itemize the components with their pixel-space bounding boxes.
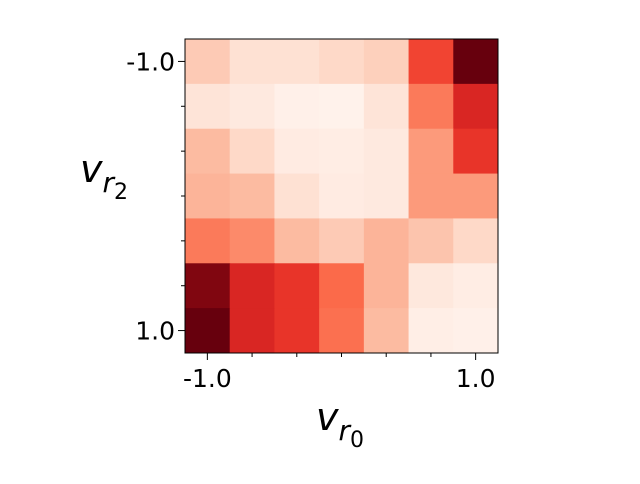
cell — [453, 218, 499, 264]
cell — [453, 308, 499, 354]
cell — [319, 128, 365, 175]
cell — [363, 308, 410, 354]
cell — [408, 308, 454, 354]
cell — [274, 308, 320, 354]
cell — [185, 83, 231, 130]
cell — [185, 308, 231, 354]
cell — [274, 39, 320, 85]
cell — [408, 39, 454, 85]
cell — [229, 39, 275, 85]
x-tick-label: 1.0 — [456, 364, 496, 393]
cell — [453, 128, 499, 175]
cell — [408, 173, 454, 219]
cell — [453, 83, 499, 130]
ylabel-label: vr2 — [80, 147, 128, 205]
cell — [185, 218, 231, 264]
cell — [229, 83, 275, 130]
cell — [229, 218, 275, 264]
xlabel-label-subsub: 0 — [350, 428, 364, 453]
cell — [453, 263, 499, 309]
xlabel-label: vr0 — [316, 395, 364, 453]
cell — [319, 173, 365, 219]
cell — [319, 39, 365, 85]
cell — [408, 218, 454, 264]
cell — [408, 83, 454, 130]
cell — [229, 128, 275, 175]
y-tick-label: 1.0 — [135, 317, 175, 346]
ylabel-label-subsub: 2 — [114, 180, 128, 205]
cell — [363, 173, 410, 219]
cell — [229, 173, 275, 219]
cell — [363, 263, 410, 309]
xlabel-label-base: v — [316, 395, 339, 439]
cell — [274, 218, 320, 264]
cell — [274, 263, 320, 309]
cell — [319, 308, 365, 354]
cell — [408, 263, 454, 309]
cell — [363, 39, 410, 85]
cell — [363, 128, 410, 175]
cell — [185, 39, 231, 85]
cell — [229, 308, 275, 354]
cell — [274, 83, 320, 130]
cell — [319, 218, 365, 264]
cell — [274, 128, 320, 175]
cell — [319, 83, 365, 130]
cell — [185, 173, 231, 219]
cell — [453, 173, 499, 219]
ylabel-label-sub: r — [103, 166, 116, 199]
cell — [363, 218, 410, 264]
cell — [185, 128, 231, 175]
x-tick-label: -1.0 — [183, 364, 232, 393]
cell — [453, 39, 499, 85]
cell — [319, 263, 365, 309]
cell — [274, 173, 320, 219]
heatmap — [185, 39, 499, 354]
cell — [363, 83, 410, 130]
y-tick-label: -1.0 — [126, 47, 175, 76]
xlabel-label-sub: r — [339, 414, 352, 447]
ylabel-label-base: v — [80, 147, 103, 191]
cell — [408, 128, 454, 175]
cell — [229, 263, 275, 309]
cell — [185, 263, 231, 309]
